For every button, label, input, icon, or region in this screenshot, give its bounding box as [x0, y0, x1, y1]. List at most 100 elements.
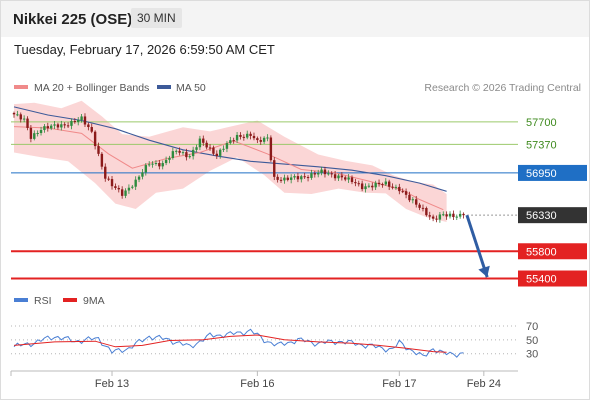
- candle-body: [12, 112, 16, 115]
- level-label-56330: 56330: [526, 210, 557, 222]
- candle-body: [317, 172, 320, 175]
- rsi-line: [13, 328, 464, 358]
- candle-body: [337, 175, 340, 179]
- candle-body: [371, 185, 374, 188]
- rsi-legend-label: RSI: [34, 295, 52, 307]
- candle-body: [374, 182, 377, 188]
- candle-body: [344, 177, 347, 180]
- projection: [465, 214, 490, 278]
- candle-body: [367, 185, 371, 187]
- candle-body: [56, 124, 60, 128]
- candle-body: [330, 173, 333, 175]
- candle-body: [134, 179, 137, 187]
- candle-body: [269, 137, 273, 161]
- candle-body: [39, 130, 43, 134]
- candle-body: [87, 124, 90, 128]
- candle-body: [63, 124, 66, 126]
- rsi-tick-label-50: 50: [526, 335, 538, 347]
- candle-body: [191, 149, 195, 157]
- level-tag-56950: [518, 164, 587, 181]
- rsi-tick-label-70: 70: [526, 321, 538, 333]
- candle-body: [36, 133, 39, 135]
- candle-body: [124, 190, 127, 196]
- candle-body: [452, 213, 455, 218]
- rsi-legend-swatch: [14, 298, 28, 302]
- candle-body: [77, 119, 80, 123]
- candle-body: [93, 131, 97, 147]
- candle-body: [421, 207, 425, 209]
- candle-body: [26, 118, 29, 128]
- candle-body: [171, 151, 175, 158]
- candle-body: [455, 216, 458, 218]
- candle-body: [252, 135, 256, 139]
- candle-body: [286, 177, 289, 180]
- candle-body: [262, 137, 266, 142]
- candle-body: [110, 179, 114, 187]
- candle-body: [273, 160, 276, 177]
- candle-body: [448, 213, 452, 217]
- ma20-legend-label: MA 20 + Bollinger Bands: [34, 82, 149, 94]
- candle-body: [73, 120, 77, 123]
- candle-body: [80, 116, 83, 120]
- rsi-ma-legend-label: 9MA: [83, 295, 105, 307]
- candle-body: [188, 156, 191, 158]
- x-axis-labels: Feb 13 Feb 16 Feb 17 Feb 24: [10, 371, 501, 390]
- candle-body: [33, 133, 36, 139]
- candle-body: [323, 169, 327, 175]
- candle-body: [161, 163, 164, 167]
- rsi-ma-line: [13, 334, 447, 353]
- candle-body: [279, 179, 283, 181]
- candle-body: [53, 124, 56, 126]
- candle-body: [97, 146, 100, 154]
- candle-body: [222, 148, 225, 150]
- level-tag-55400: [518, 270, 587, 287]
- level-label-56950: 56950: [526, 168, 557, 180]
- candle-body: [158, 162, 161, 167]
- candle-body: [212, 147, 215, 154]
- candle-body: [354, 182, 357, 184]
- candle-body: [404, 191, 408, 195]
- x-tick-label: Feb 17: [382, 378, 416, 390]
- candle-body: [438, 214, 442, 220]
- candle-body: [232, 140, 235, 142]
- candle-body: [300, 176, 303, 180]
- candle-body: [428, 215, 431, 217]
- candle-body: [391, 186, 394, 188]
- candle-body: [151, 163, 154, 165]
- candle-body: [185, 152, 188, 158]
- candle-body: [49, 125, 53, 129]
- header-bar: Nikkei 225 (OSE) 30 MIN: [1, 1, 589, 37]
- candle-body: [259, 140, 262, 142]
- candle-body: [418, 204, 421, 208]
- rsi-legend: RSI 9MA: [14, 295, 105, 307]
- level-label-57700: 57700: [526, 117, 557, 129]
- candle-body: [29, 127, 33, 139]
- candle-body: [408, 194, 411, 201]
- candle-body: [154, 162, 158, 164]
- candle-body: [178, 150, 181, 153]
- candle-body: [148, 164, 151, 166]
- bollinger-band-fill: [14, 100, 447, 222]
- candle-body: [70, 120, 73, 126]
- rsi-ma-legend-swatch: [63, 298, 77, 302]
- candle-body: [360, 183, 364, 190]
- candle-body: [246, 133, 249, 138]
- candle-body: [46, 126, 49, 129]
- candle-body: [127, 187, 131, 191]
- interval-badge[interactable]: 30 MIN: [131, 8, 182, 28]
- candle-body: [175, 150, 178, 152]
- candle-body: [435, 218, 438, 220]
- candle-body: [100, 153, 104, 167]
- ma50-line: [13, 106, 447, 192]
- rsi-panel: 70 50 30: [11, 321, 538, 361]
- ma20-legend-swatch: [14, 85, 28, 89]
- candle-body: [327, 173, 330, 175]
- candle-body: [442, 214, 445, 216]
- candle-body: [303, 176, 306, 178]
- instrument-title: Nikkei 225 (OSE): [13, 11, 133, 28]
- candle-body: [104, 166, 107, 179]
- candles: [12, 110, 465, 223]
- ma50-legend-label: MA 50: [176, 82, 206, 94]
- timestamp: Tuesday, February 17, 2026 6:59:50 AM CE…: [14, 42, 275, 57]
